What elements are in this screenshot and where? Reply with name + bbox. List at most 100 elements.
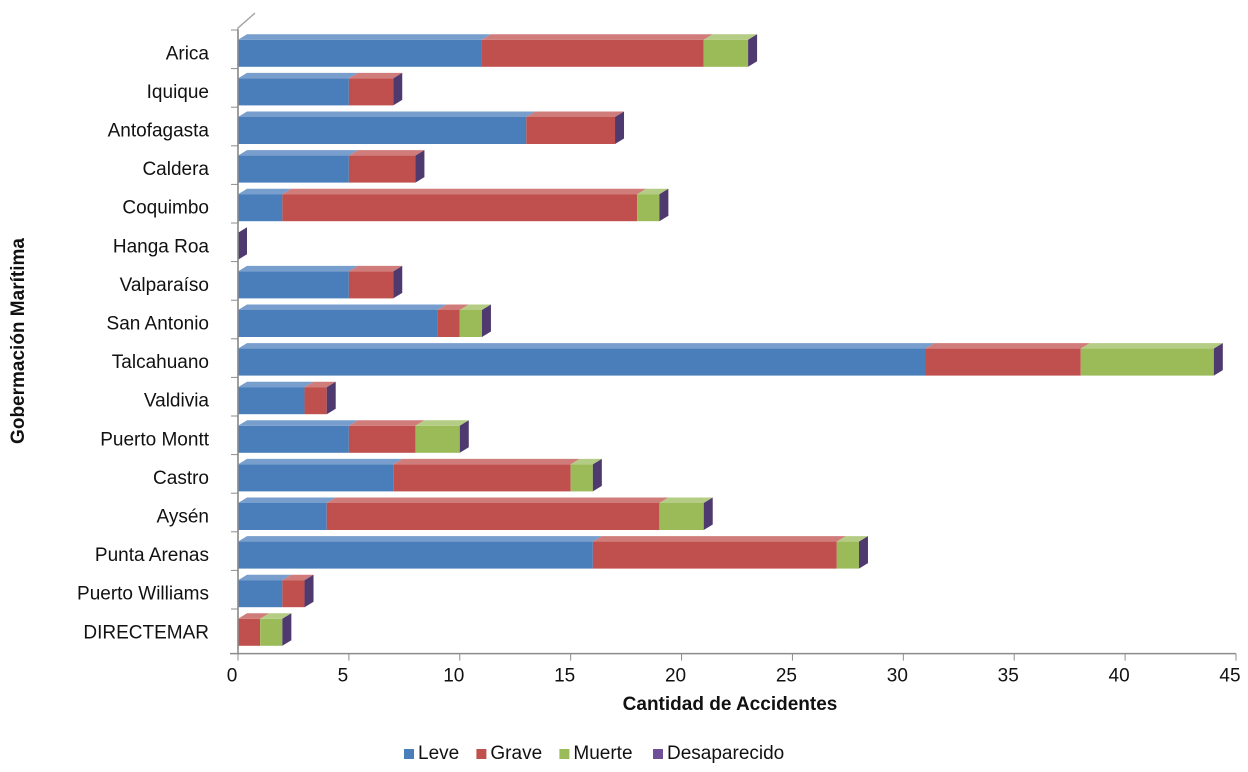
bar-end-cap <box>615 111 625 144</box>
bar-top-leve <box>238 574 292 581</box>
category-label: Iquique <box>147 82 209 103</box>
bar-top-leve <box>238 72 358 79</box>
bar-segment-grave <box>437 310 460 337</box>
bar-segment-leve <box>238 78 349 106</box>
legend-swatch-muerte <box>559 749 570 759</box>
bar-top-grave <box>282 574 314 581</box>
bar-top-grave <box>481 34 713 40</box>
bar-end-cap <box>304 574 314 608</box>
x-tick-label: 30 <box>887 666 908 687</box>
bar-segment-leve <box>238 194 283 222</box>
bar-top-grave <box>348 150 425 156</box>
bar-segment-leve <box>238 155 349 183</box>
bar-top-muerte <box>260 613 292 619</box>
bar-top-leve <box>238 497 336 503</box>
legend-swatch-grave <box>476 749 487 759</box>
bar-top-muerte <box>415 420 469 426</box>
y-axis-title: Gobermación Marítima <box>8 238 29 444</box>
bar-top-leve <box>238 265 358 272</box>
bar-segment-leve <box>238 271 349 299</box>
bar-top-grave <box>238 613 270 619</box>
x-tick-label: 5 <box>338 666 349 687</box>
bar-segment-grave <box>348 425 416 453</box>
bar-end-cap <box>459 420 469 453</box>
x-tick-label: 45 <box>1219 666 1240 687</box>
bar-top-grave <box>348 265 403 272</box>
x-tick-label: 35 <box>998 666 1019 687</box>
legend-label-grave: Grave <box>490 743 542 764</box>
bar-segment-leve <box>238 348 926 376</box>
bar-segment-leve <box>238 425 349 453</box>
bar-top-muerte <box>1080 343 1223 349</box>
bar-end-cap <box>415 150 425 183</box>
bar-top-grave <box>437 304 469 310</box>
bar-end-cap <box>858 536 868 569</box>
x-tick-label: 15 <box>554 666 575 687</box>
legend-label-desaparecido: Desaparecido <box>667 743 784 764</box>
bar-segment-leve <box>238 580 283 608</box>
bar-end-cap <box>393 72 403 106</box>
bar-end-cap <box>393 265 403 299</box>
bar-segment-leve <box>238 541 593 569</box>
legend-label-muerte: Muerte <box>573 743 632 764</box>
category-label: Valparaíso <box>120 275 209 296</box>
x-tick-label: 25 <box>776 666 797 687</box>
category-label: Punta Arenas <box>95 545 209 566</box>
bar-top-leve <box>238 304 447 310</box>
bar-segment-muerte <box>703 39 749 67</box>
bar-segment-grave <box>925 348 1081 376</box>
category-label: Valdivia <box>144 391 210 412</box>
bar-top-muerte <box>459 304 491 310</box>
category-label: San Antonio <box>107 314 209 335</box>
x-axis-title: Cantidad de Accidentes <box>623 694 838 715</box>
bar-top-leve <box>238 188 292 195</box>
bar-top-grave <box>348 72 403 79</box>
bar-top-grave <box>282 188 647 195</box>
category-label: Antofagasta <box>108 121 210 142</box>
bar-top-muerte <box>836 536 868 542</box>
x-tick-label: 10 <box>443 666 464 687</box>
bar-segment-grave <box>304 387 327 415</box>
bar-segment-muerte <box>570 464 593 492</box>
bar-segment-grave <box>348 155 416 183</box>
bar-segment-leve <box>238 387 305 415</box>
bar-top-grave <box>348 420 425 426</box>
bar-end-cap <box>703 497 713 530</box>
bar-segment-muerte <box>637 194 660 222</box>
bar-top-leve <box>238 343 935 349</box>
bar-top-leve <box>238 458 403 465</box>
bar-top-muerte <box>637 188 669 195</box>
category-label: Castro <box>153 468 209 489</box>
bar-segment-leve <box>238 503 327 530</box>
bar-end-cap <box>326 381 336 415</box>
bar-segment-muerte <box>659 503 704 530</box>
legend-swatch-desaparecido <box>653 749 663 759</box>
bar-segment-leve <box>238 39 482 67</box>
legend-label-leve: Leve <box>418 743 459 764</box>
bar-segment-grave <box>282 194 638 222</box>
bar-segment-grave <box>526 117 616 144</box>
bar-end-cap <box>481 304 491 337</box>
bar-top-leve <box>238 111 536 117</box>
legend-swatch-leve <box>404 749 414 759</box>
bar-segment-grave <box>348 78 394 106</box>
bar-top-leve <box>238 150 358 156</box>
bar-top-muerte <box>570 458 602 465</box>
category-label: Arica <box>166 43 210 64</box>
category-label: DIRECTEMAR <box>83 622 209 643</box>
category-label: Caldera <box>142 159 209 180</box>
bar-segment-muerte <box>260 618 283 646</box>
bar-segment-leve <box>238 117 527 144</box>
bar-top-leve <box>238 420 358 426</box>
bar-end-cap <box>748 34 758 67</box>
bar-end-cap <box>282 613 292 646</box>
bar-top-leve <box>238 536 602 542</box>
bar-top-grave <box>326 497 669 503</box>
bar-segment-grave <box>348 271 394 299</box>
category-label: Hanga Roa <box>113 236 210 257</box>
bar-segment-muerte <box>836 541 859 569</box>
bar-top-grave <box>925 343 1090 349</box>
bars <box>238 34 1223 646</box>
axes: Arica Iquique Antofagasta Caldera Coquimbo Ha… <box>77 29 1241 687</box>
